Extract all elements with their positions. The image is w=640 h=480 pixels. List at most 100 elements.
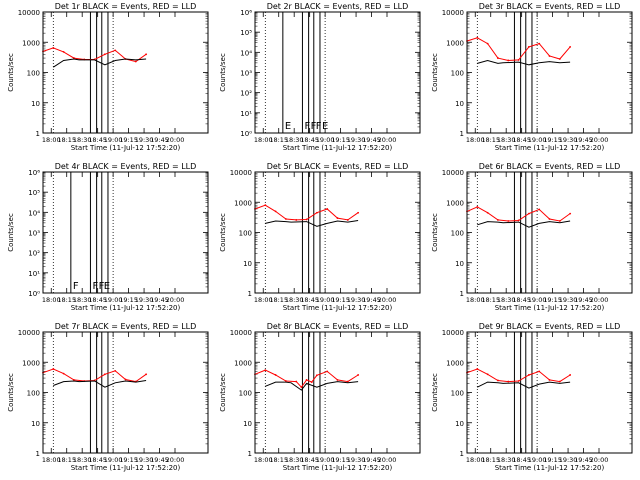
series-point xyxy=(315,211,318,214)
x-tick-label: 18:00 xyxy=(42,456,61,464)
series-point xyxy=(300,386,303,389)
x-tick-label: 19:30 xyxy=(559,296,578,304)
series-line-1 xyxy=(466,206,571,222)
series-point xyxy=(548,379,551,381)
x-tick-label: 20:00 xyxy=(378,136,397,144)
y-tick-label: 10000 xyxy=(230,329,252,337)
x-tick-label: 20:00 xyxy=(590,456,609,464)
series-point xyxy=(527,212,530,215)
y-tick-label: 10000 xyxy=(442,9,464,17)
y-tick-label: 10000 xyxy=(442,329,464,337)
series-point xyxy=(336,217,339,219)
series-point xyxy=(569,46,572,48)
y-tick-label: 10 xyxy=(31,100,40,108)
x-tick-label: 19:30 xyxy=(347,296,366,304)
x-tick-label: 20:00 xyxy=(166,136,185,144)
series-point xyxy=(315,374,318,377)
x-tick-label: 20:00 xyxy=(590,136,609,144)
x-tick-label: 19:30 xyxy=(135,296,154,304)
y-axis-label: Counts/sec xyxy=(219,53,227,92)
plot-frame xyxy=(254,11,421,134)
x-tick-label: 18:45 xyxy=(88,136,107,144)
series-line-2 xyxy=(477,59,571,66)
y-tick-label: 10³ xyxy=(28,230,40,238)
x-tick-label: 19:00 xyxy=(104,136,123,144)
x-axis-label: Start Time (11-Jul-12 17:52:20) xyxy=(495,304,605,312)
y-tick-label: 1000 xyxy=(446,359,464,367)
y-tick-label: 10000 xyxy=(442,169,464,177)
x-tick-label: 19:30 xyxy=(559,136,578,144)
series-point xyxy=(527,46,530,48)
series-point xyxy=(264,369,267,372)
series-point xyxy=(103,373,106,376)
series-point xyxy=(558,220,561,222)
y-axis-label: Counts/sec xyxy=(7,373,15,412)
series-point xyxy=(145,373,148,376)
series-line-2 xyxy=(53,380,147,388)
x-tick-label: 18:30 xyxy=(285,456,304,464)
y-tick-label: 10⁰ xyxy=(240,130,252,138)
series-point xyxy=(548,55,551,57)
x-tick-label: 20:00 xyxy=(590,296,609,304)
x-tick-label: 18:30 xyxy=(285,296,304,304)
x-tick-label: 19:00 xyxy=(528,456,547,464)
series-line-1 xyxy=(254,204,359,221)
y-tick-label: 1 xyxy=(36,450,40,458)
flag-marker: F xyxy=(92,281,98,292)
chart-title: Det 7r BLACK = Events, RED = LLD xyxy=(55,322,197,331)
y-tick-label: 100 xyxy=(239,230,252,238)
flag-marker: E xyxy=(285,121,291,132)
series-point xyxy=(507,220,510,222)
y-axis-label: Counts/sec xyxy=(431,213,439,252)
series-point xyxy=(346,380,349,383)
x-tick-label: 18:45 xyxy=(88,296,107,304)
series-point xyxy=(527,374,530,376)
x-tick-label: 18:00 xyxy=(466,296,485,304)
x-tick-label: 19:45 xyxy=(574,136,593,144)
x-tick-label: 18:45 xyxy=(512,296,531,304)
x-tick-label: 19:15 xyxy=(119,136,138,144)
x-tick-label: 18:15 xyxy=(481,456,500,464)
y-tick-label: 10³ xyxy=(240,70,252,78)
y-tick-label: 100 xyxy=(239,390,252,398)
y-tick-label: 100 xyxy=(27,390,40,398)
series-point xyxy=(517,59,520,61)
x-tick-label: 19:00 xyxy=(316,136,335,144)
series-point xyxy=(517,380,520,382)
series-point xyxy=(145,53,148,56)
x-tick-label: 19:30 xyxy=(347,136,366,144)
series-line-1 xyxy=(466,37,571,62)
y-tick-label: 10 xyxy=(455,420,464,428)
x-tick-label: 18:00 xyxy=(254,296,273,304)
x-tick-label: 18:45 xyxy=(88,456,107,464)
x-tick-label: 18:30 xyxy=(497,136,516,144)
y-tick-label: 10² xyxy=(28,250,40,258)
x-tick-label: 19:30 xyxy=(559,456,578,464)
plot-frame xyxy=(254,331,421,454)
flag-marker: F xyxy=(304,121,310,132)
y-tick-label: 1000 xyxy=(234,199,252,207)
series-point xyxy=(264,204,267,207)
series-point xyxy=(52,47,55,49)
series-point xyxy=(295,219,298,221)
chart-panel-4: Det 4r BLACK = Events, RED = LLD Counts/s… xyxy=(7,162,209,312)
x-tick-label: 18:00 xyxy=(466,456,485,464)
x-tick-label: 19:15 xyxy=(331,296,350,304)
y-tick-label: 100 xyxy=(451,70,464,78)
chart-title: Det 4r BLACK = Events, RED = LLD xyxy=(55,162,197,171)
x-tick-label: 20:00 xyxy=(378,296,397,304)
x-tick-label: 18:45 xyxy=(300,296,319,304)
series-line-2 xyxy=(53,58,147,68)
series-point xyxy=(558,380,561,383)
series-point xyxy=(295,380,298,383)
series-point xyxy=(285,218,287,220)
y-tick-label: 1000 xyxy=(22,359,40,367)
series-point xyxy=(326,370,329,373)
plot-frame xyxy=(42,171,209,294)
x-tick-label: 20:00 xyxy=(166,296,185,304)
y-tick-label: 10⁶ xyxy=(240,9,252,17)
series-point xyxy=(357,374,360,376)
x-axis-label: Start Time (11-Jul-12 17:52:20) xyxy=(71,464,181,472)
x-tick-label: 19:15 xyxy=(331,456,350,464)
chart-panel-5: Det 5r BLACK = Events, RED = LLD Counts/s… xyxy=(219,162,421,312)
